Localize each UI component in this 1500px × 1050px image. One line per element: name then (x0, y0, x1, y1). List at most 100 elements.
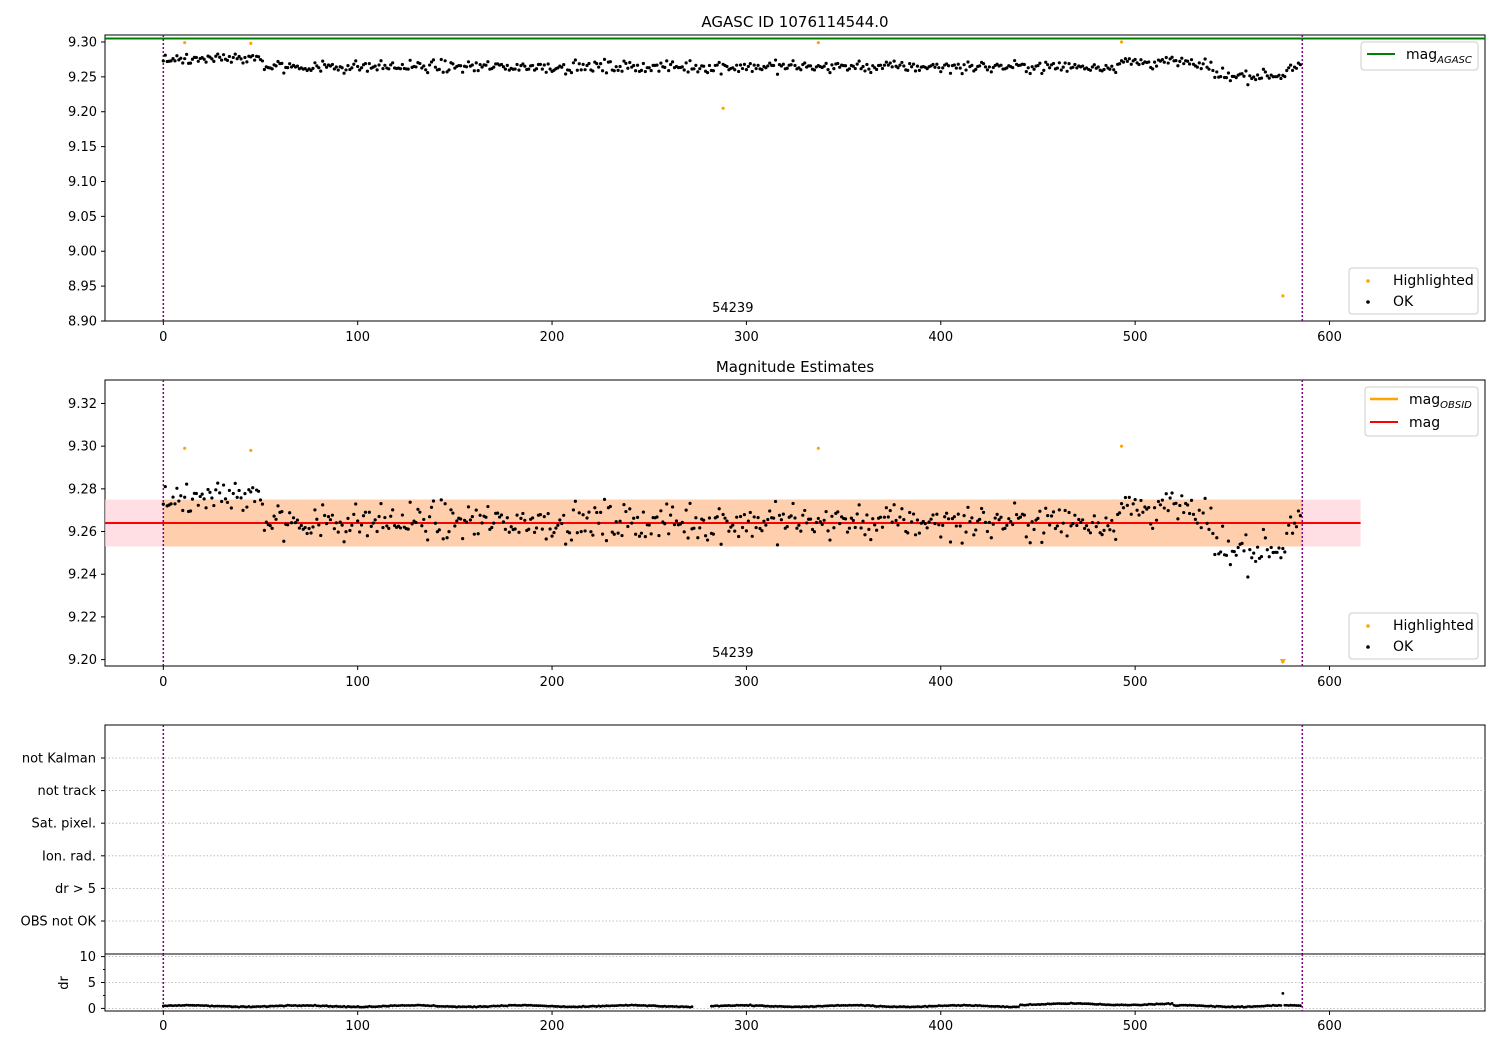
ok-point (608, 60, 612, 64)
ok-point (581, 62, 585, 66)
ok-point (1154, 64, 1159, 68)
ok-point (229, 60, 233, 64)
ok-point (1114, 537, 1118, 542)
dr-point (1298, 1004, 1302, 1008)
ok-point (855, 512, 859, 516)
ok-point (1189, 498, 1194, 502)
ok-point (1207, 527, 1211, 531)
ok-point (225, 500, 230, 505)
dr-point (1217, 1004, 1221, 1008)
y-tick-label: 9.30 (68, 440, 97, 455)
ok-point (243, 492, 247, 496)
ok-point (1178, 503, 1182, 508)
ok-point (956, 62, 960, 66)
highlighted-point (1119, 40, 1124, 44)
ok-point (307, 526, 311, 531)
ok-point (888, 61, 892, 65)
ok-point (1106, 524, 1110, 528)
ok-point (183, 495, 187, 499)
ok-point (908, 62, 912, 66)
ok-point (884, 506, 888, 510)
ok-point (637, 534, 642, 538)
ok-point (583, 68, 587, 72)
ok-point (579, 530, 583, 534)
dr-point (1246, 1005, 1250, 1008)
y-tick-label: 5 (88, 976, 96, 991)
ok-point (317, 523, 321, 527)
ok-point (356, 64, 360, 69)
highlighted-point (183, 41, 187, 45)
ok-point (756, 63, 760, 67)
dr-point (713, 1004, 717, 1008)
ok-point (1195, 65, 1199, 69)
ok-point (766, 517, 770, 522)
agasc-panel-title: AGASC ID 1076114544.0 (701, 13, 888, 31)
ok-point (424, 529, 428, 533)
ok-point (332, 67, 336, 71)
ok-point (507, 530, 511, 534)
ok-point (737, 69, 741, 74)
ok-point (1176, 517, 1180, 521)
ok-point (937, 523, 941, 527)
ok-point (406, 67, 410, 71)
ok-point (744, 68, 749, 72)
ok-point (171, 57, 175, 61)
ok-point (379, 59, 383, 63)
ok-point (861, 519, 865, 523)
ok-point (810, 527, 815, 532)
ok-point (1075, 66, 1079, 70)
ok-point (987, 65, 991, 69)
ok-point (173, 502, 177, 506)
ok-point (1036, 63, 1040, 68)
ok-point (1051, 510, 1056, 514)
ok-point (910, 520, 914, 524)
ok-point (562, 513, 566, 517)
ok-point (521, 511, 525, 516)
ok-point (389, 514, 393, 518)
ok-point (552, 530, 556, 535)
ok-point (243, 55, 247, 60)
ok-point (1032, 527, 1036, 532)
dr-point (1180, 1003, 1184, 1007)
ok-point (715, 63, 719, 67)
ok-point (1127, 495, 1131, 499)
ok-point (824, 509, 828, 514)
dr-point (690, 1005, 694, 1009)
ok-point (933, 65, 937, 69)
ok-point (291, 516, 296, 520)
ok-point (711, 532, 715, 536)
ok-point (1007, 517, 1011, 521)
ok-point (321, 59, 325, 63)
ok-point (1211, 531, 1215, 536)
ok-point (832, 526, 836, 530)
ok-point (365, 534, 369, 538)
ok-point (923, 522, 927, 526)
ok-point (964, 530, 968, 534)
ok-point (256, 55, 261, 59)
ok-point (921, 519, 925, 524)
ok-point (1065, 69, 1069, 73)
ok-point (1055, 524, 1059, 528)
ok-point (1088, 68, 1093, 72)
ok-point (826, 68, 830, 72)
ok-point (597, 65, 601, 69)
ok-point (295, 64, 300, 68)
ok-point (202, 497, 206, 501)
ok-point (688, 501, 692, 505)
ok-point (851, 64, 855, 68)
ok-point (575, 68, 579, 72)
dr-ticks: 0 100 200 300 400 500 600 10 5 0 (79, 950, 1341, 1034)
dr-point (181, 1003, 185, 1007)
ok-point (731, 523, 735, 527)
ok-point (531, 516, 535, 520)
x-tick-label: 0 (159, 675, 167, 690)
x-tick-label: 400 (928, 1019, 953, 1034)
dr-point (1283, 1003, 1287, 1007)
ok-point (869, 70, 873, 75)
ok-point (1277, 546, 1281, 550)
dr-point (980, 1004, 983, 1008)
ok-point (622, 59, 626, 63)
ok-point (735, 63, 739, 67)
ok-point (449, 508, 453, 512)
ok-point (408, 500, 412, 504)
